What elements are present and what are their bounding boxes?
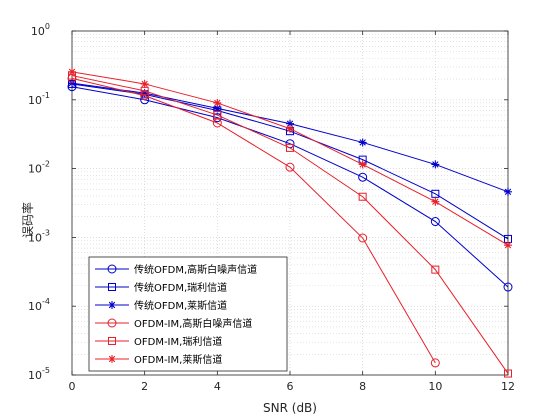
x-tick-label: 12	[501, 380, 515, 393]
y-tick-label: 10-2	[28, 160, 50, 176]
legend-marker-1	[107, 264, 117, 274]
data-point-s6	[286, 124, 294, 133]
x-tick-label: 4	[214, 380, 221, 393]
series-line-4	[71, 77, 436, 364]
data-point-s6	[68, 67, 76, 76]
data-point-s5	[213, 111, 222, 120]
y-tick-label: 10-5	[28, 366, 50, 382]
data-point-s2	[431, 189, 440, 198]
x-tick-label: 0	[69, 380, 76, 393]
data-point-s5	[431, 265, 440, 274]
data-point-s3	[504, 187, 512, 196]
data-point-s3	[213, 104, 222, 113]
data-point-s3	[431, 160, 440, 169]
x-tick-label: 8	[359, 380, 366, 393]
series-line-5	[71, 75, 509, 374]
data-point-s6	[140, 79, 149, 88]
data-point-s3	[140, 89, 149, 98]
y-axis-label: 误码率	[20, 202, 35, 238]
legend-marker-2	[108, 283, 116, 291]
legend-marker-6	[108, 355, 116, 363]
x-axis-label: SNR (dB)	[263, 401, 317, 415]
data-point-s6	[504, 241, 512, 250]
data-point-s5	[358, 192, 367, 201]
data-point-s4	[430, 358, 440, 368]
legend-label-3: 传统OFDM,莱斯信道	[134, 299, 227, 312]
data-point-s3	[286, 119, 294, 128]
y-tick-label: 10-1	[28, 91, 50, 107]
legend-label-4: OFDM-IM,高斯白噪声信道	[134, 317, 252, 330]
data-point-s3	[68, 79, 76, 88]
data-point-s6	[431, 197, 440, 206]
legend-label-1: 传统OFDM,高斯白噪声信道	[134, 263, 257, 276]
legend-marker-3	[108, 301, 116, 309]
legend-label-5: OFDM-IM,瑞利信道	[134, 335, 222, 348]
x-tick-label: 2	[141, 380, 148, 393]
data-point-s5	[286, 143, 294, 152]
x-tick-label: 6	[287, 380, 294, 393]
legend-box	[88, 256, 288, 372]
data-point-s1	[503, 282, 513, 292]
data-point-s6	[213, 98, 222, 107]
data-point-s4	[358, 233, 368, 243]
legend-marker-5	[108, 337, 116, 345]
data-point-s1	[358, 172, 368, 182]
data-point-s4	[140, 91, 150, 101]
y-tick-label: 10-4	[28, 297, 50, 313]
data-point-s6	[358, 160, 367, 169]
legend-label-6: OFDM-IM,莱斯信道	[134, 353, 222, 366]
y-tick-label: 100	[31, 22, 50, 38]
y-tick-label: 10-3	[28, 228, 50, 244]
legend-label-2: 传统OFDM,瑞利信道	[134, 281, 227, 294]
data-point-s3	[358, 138, 367, 147]
x-tick-label: 10	[428, 380, 442, 393]
data-point-s4	[285, 162, 295, 172]
data-point-s1	[430, 217, 440, 227]
legend-marker-4	[107, 318, 117, 328]
data-point-s5	[504, 369, 512, 378]
